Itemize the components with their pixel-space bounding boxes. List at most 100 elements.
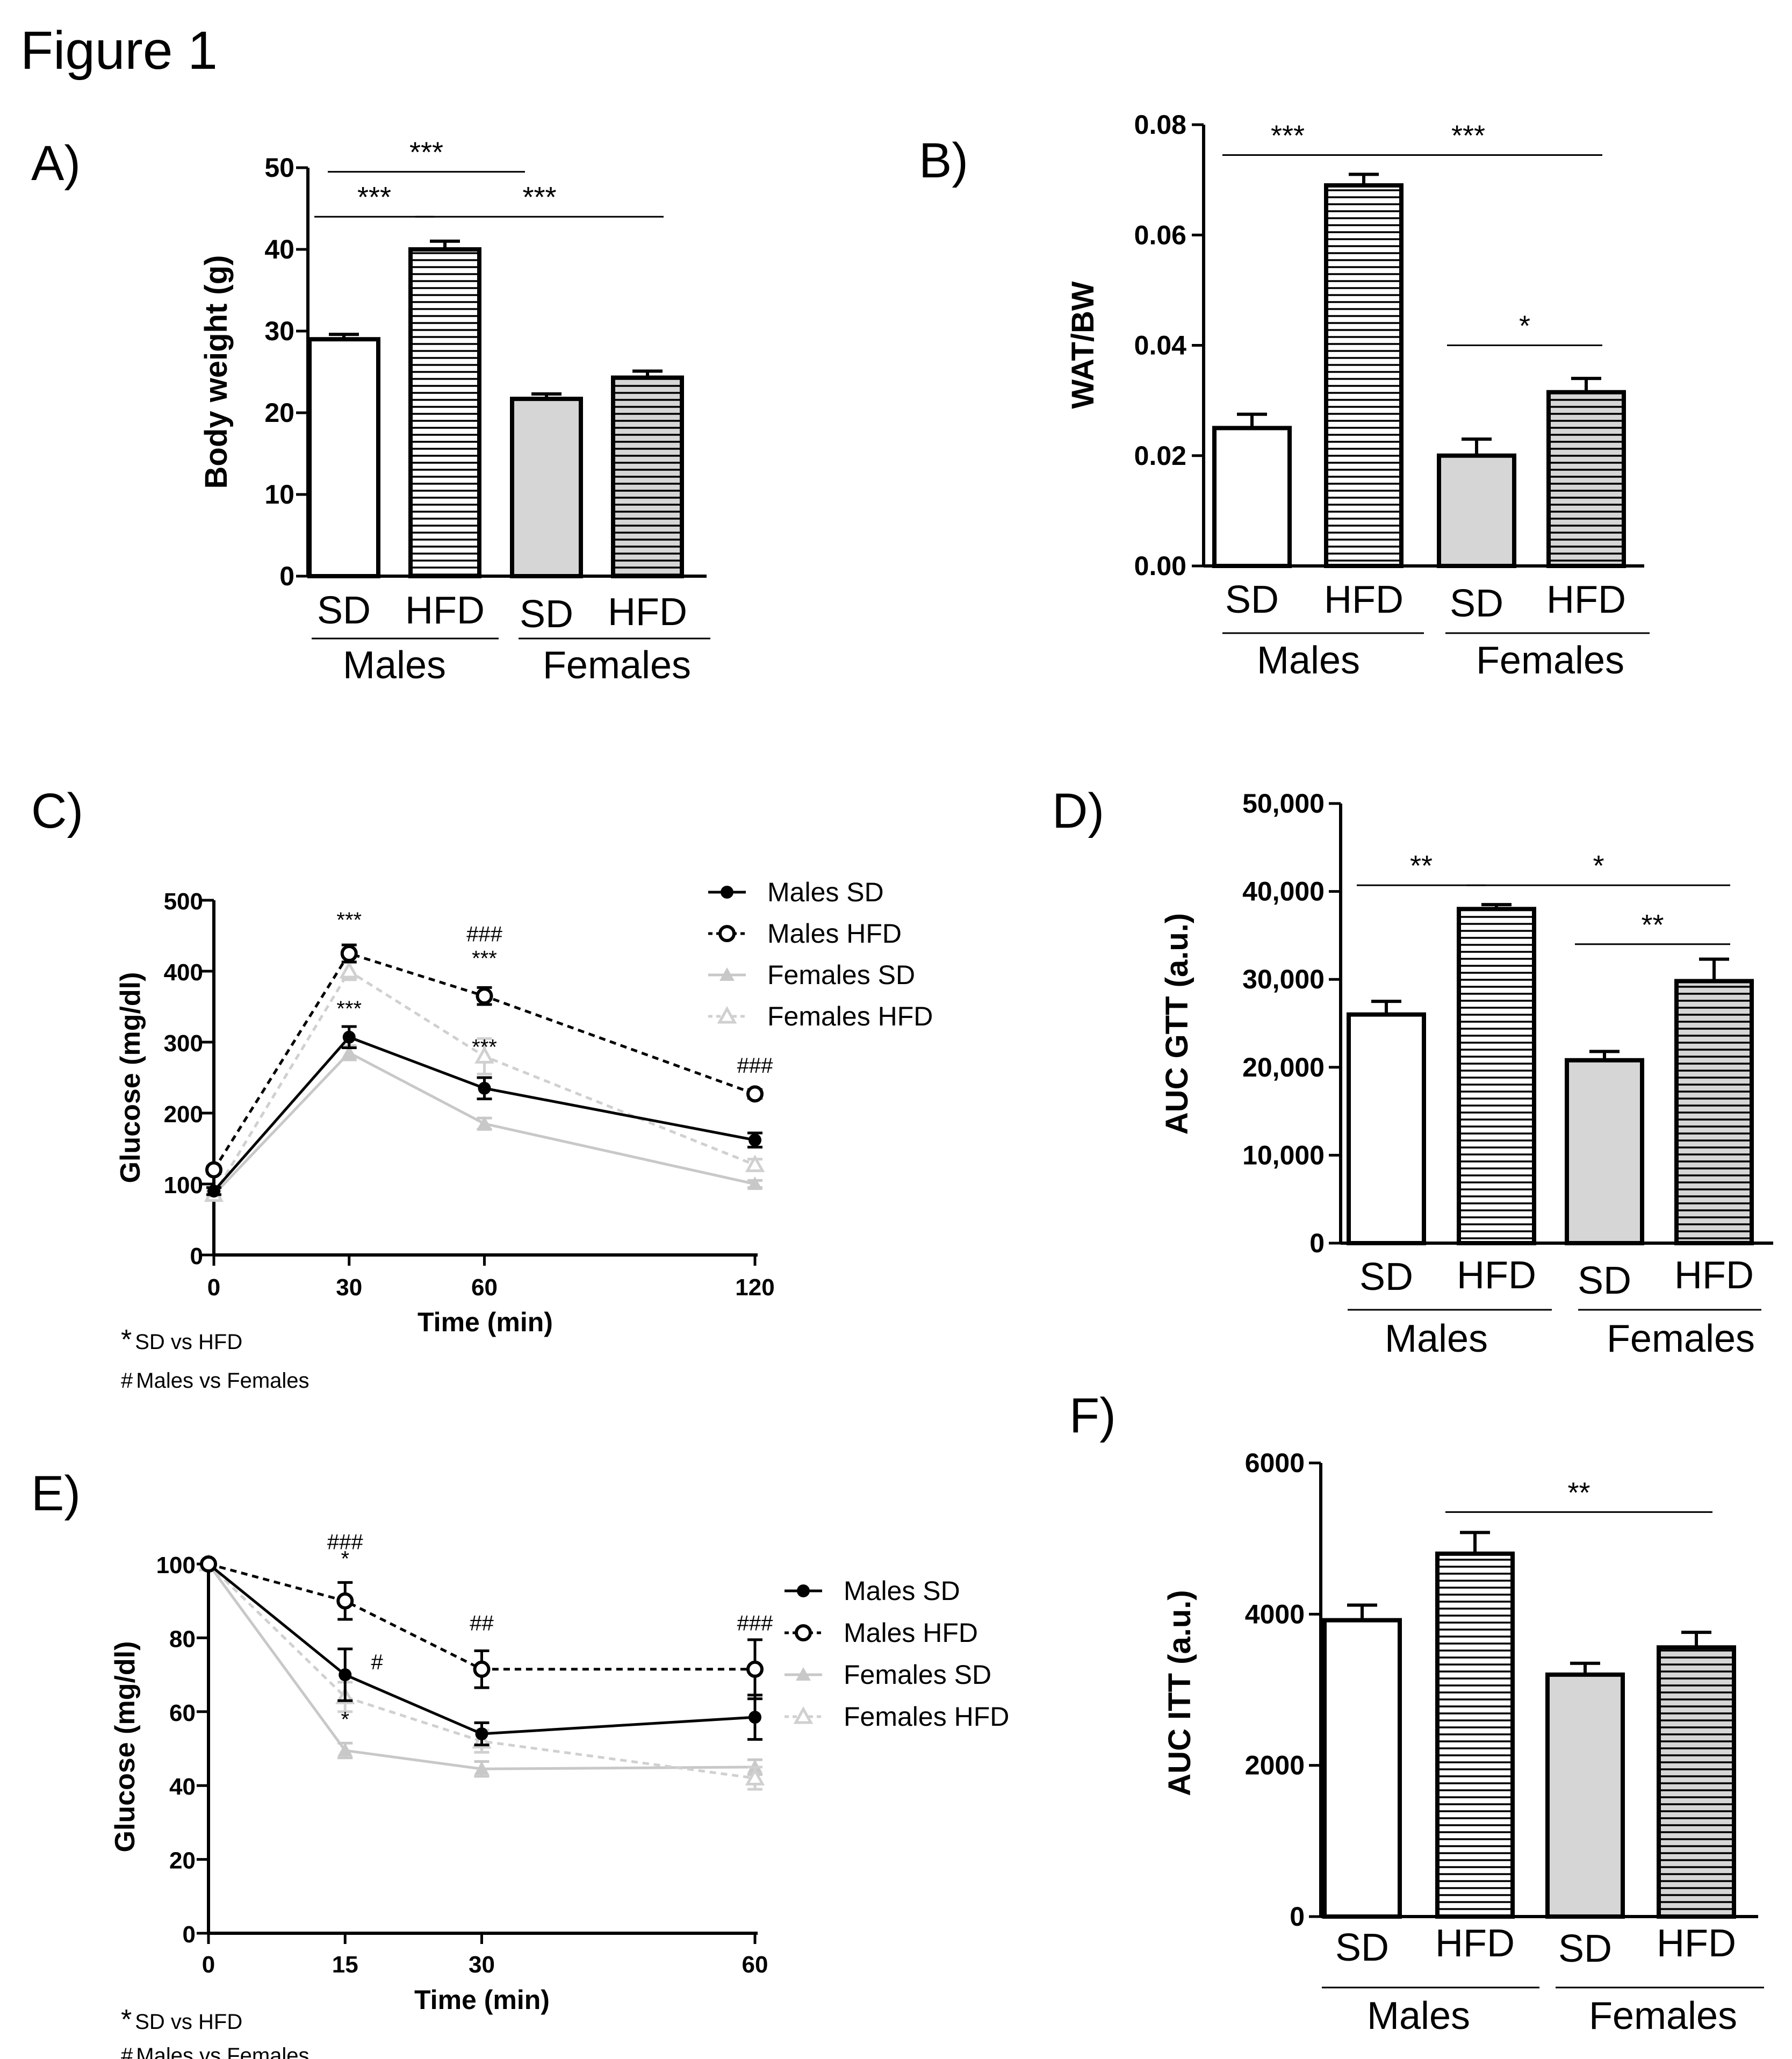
y-tick-label: 0: [1290, 1902, 1305, 1932]
significance-label: *: [1593, 850, 1604, 882]
y-tick-label: 50,000: [1242, 788, 1325, 819]
y-tick-label: 10,000: [1242, 1140, 1325, 1170]
data-point: [336, 1592, 354, 1610]
y-axis-title: Glucose (mg/dl): [110, 1641, 141, 1853]
x-tick-label: 60: [742, 1952, 768, 1978]
panel-label: F): [1069, 1388, 1116, 1443]
series-line: [207, 1563, 755, 1735]
point-annotation: ###: [737, 1054, 773, 1078]
y-tick-label: 0.06: [1134, 220, 1186, 250]
legend-marker: [718, 925, 736, 942]
y-tick-label: 0: [1309, 1228, 1325, 1258]
bar: [611, 375, 684, 578]
x-axis-title: Time (min): [414, 1985, 550, 2015]
category-label: SD: [1335, 1926, 1389, 1969]
y-tick-label: 0.02: [1134, 441, 1186, 471]
x-axis-title: Time (min): [418, 1307, 553, 1337]
data-point: [474, 1046, 494, 1064]
y-tick-label: 300: [164, 1030, 203, 1057]
category-label: SD: [1558, 1927, 1612, 1970]
footnote-text: SD vs HFD: [135, 2010, 242, 2034]
figure-title: Figure 1: [20, 20, 218, 81]
footnote-text: Males vs Females: [136, 2044, 309, 2059]
legend-label: Males SD: [767, 877, 884, 907]
significance-label: **: [1567, 1476, 1590, 1509]
significance-label: ***: [357, 181, 391, 213]
data-point: [473, 1660, 491, 1678]
significance-label: ***: [409, 137, 443, 169]
group-label: Females: [543, 644, 691, 687]
category-label: HFD: [405, 589, 485, 632]
data-point: [749, 1711, 761, 1724]
series-line: [207, 1563, 755, 1780]
y-tick-label: 6000: [1245, 1448, 1305, 1478]
bar: [1565, 1058, 1644, 1246]
significance-label: ***: [1451, 119, 1485, 152]
category-label: HFD: [608, 591, 687, 634]
data-point: [745, 1154, 765, 1172]
significance-label: ***: [1271, 119, 1305, 152]
y-axis-title: Glucose (mg/dl): [115, 972, 146, 1183]
category-label: HFD: [1435, 1922, 1515, 1965]
footnote-symbol: *: [121, 1324, 132, 1355]
footnote-symbol: #: [121, 2044, 133, 2059]
bar: [1437, 453, 1516, 568]
legend-marker: [717, 1006, 737, 1024]
group-label: Males: [343, 644, 446, 687]
bar: [1457, 907, 1536, 1245]
y-tick-label: 100: [164, 1172, 203, 1199]
data-point: [200, 1555, 217, 1573]
point-annotation: *: [341, 1547, 349, 1570]
x-tick-label: 30: [469, 1952, 495, 1978]
y-tick-label: 0.00: [1134, 551, 1186, 581]
group-label: Males: [1385, 1317, 1488, 1360]
y-tick-label: 200: [164, 1101, 203, 1128]
group-label: Females: [1589, 1995, 1737, 2038]
y-tick-label: 30,000: [1242, 964, 1325, 994]
data-point: [205, 1161, 222, 1179]
data-point: [746, 1660, 764, 1678]
x-tick-label: 15: [332, 1952, 358, 1978]
legend-label: Males SD: [844, 1576, 960, 1606]
category-label: SD: [317, 589, 371, 632]
bar: [1322, 1618, 1402, 1919]
category-label: HFD: [1457, 1254, 1536, 1297]
legend-marker: [721, 886, 733, 899]
legend-marker: [793, 1706, 814, 1724]
bar: [307, 337, 380, 578]
y-tick-label: 2000: [1245, 1750, 1305, 1781]
bar: [408, 247, 481, 578]
bar: [1657, 1645, 1736, 1919]
data-point: [746, 1085, 764, 1103]
y-axis-title: Body weight (g): [199, 255, 234, 489]
bar: [1212, 426, 1292, 568]
series-line: [208, 1562, 755, 1671]
legend-marker: [796, 1667, 811, 1681]
data-point: [745, 1768, 765, 1785]
bar: [510, 397, 583, 578]
point-annotation: ***: [472, 1035, 497, 1059]
footnote: # Males vs Females: [121, 1369, 310, 1393]
point-annotation: ***: [336, 908, 362, 932]
y-tick-label: 500: [164, 888, 203, 915]
point-annotation: ***: [472, 946, 497, 970]
y-tick-label: 40: [169, 1774, 196, 1800]
category-label: HFD: [1324, 578, 1404, 621]
footnote-text: SD vs HFD: [135, 1330, 242, 1354]
bar: [1674, 979, 1754, 1246]
data-point: [749, 1133, 761, 1147]
significance-label: ***: [522, 181, 556, 213]
legend-label: Males HFD: [844, 1618, 978, 1648]
y-tick-label: 0: [190, 1243, 203, 1269]
point-annotation: ##: [470, 1612, 494, 1635]
panel-label: C): [31, 784, 83, 838]
group-label: Males: [1257, 639, 1360, 682]
legend-label: Females HFD: [767, 1001, 933, 1031]
x-tick-label: 0: [207, 1274, 220, 1301]
y-tick-label: 30: [264, 316, 294, 346]
series-line: [212, 969, 755, 1196]
x-tick-label: 0: [202, 1952, 215, 1978]
footnote-symbol: *: [121, 2004, 132, 2035]
data-point: [478, 1081, 491, 1095]
legend-label: Females SD: [844, 1660, 991, 1690]
